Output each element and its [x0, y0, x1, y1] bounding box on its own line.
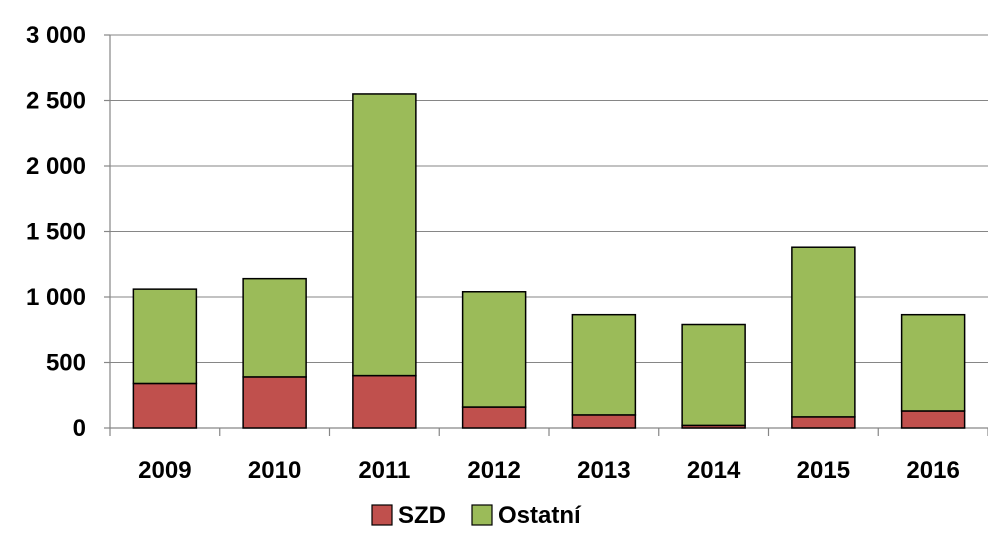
bar-ostatn--2013 [571, 313, 637, 416]
x-tick-label: 2010 [248, 457, 301, 484]
x-tick-label: 2011 [358, 457, 410, 484]
legend-label: SZD [398, 502, 446, 529]
bars [132, 93, 966, 429]
x-tick-label: 2014 [687, 457, 741, 484]
gridlines [110, 34, 988, 363]
bar-szd-2015 [791, 416, 856, 429]
y-tick-label: 2 000 [26, 153, 86, 180]
legend-swatch-szd [371, 504, 393, 526]
bar-szd-2013 [571, 414, 637, 429]
y-tick-label: 500 [46, 350, 86, 377]
x-tick-label: 2009 [138, 457, 191, 484]
bar-ostatn--2011 [352, 93, 417, 377]
bar-szd-2016 [900, 410, 966, 429]
y-tick-label: 3 000 [26, 22, 86, 49]
bar-szd-2011 [352, 374, 417, 429]
bar-ostatn--2009 [132, 288, 198, 385]
y-tick-labels: 0 500 1 000 1 500 2 000 2 500 3 000 [26, 22, 86, 442]
bar-ostatn--2012 [461, 291, 527, 408]
x-tick-label: 2016 [906, 457, 959, 484]
y-tick-label: 2 500 [26, 88, 86, 115]
y-tick-label: 1 000 [26, 284, 86, 311]
bar-ostatn--2016 [900, 313, 966, 412]
bar-szd-2010 [242, 376, 307, 429]
bar-szd-2009 [132, 382, 198, 429]
bar-ostatn--2010 [242, 277, 307, 378]
bar-ostatn--2014 [681, 323, 746, 427]
y-tick-label: 1 500 [26, 219, 86, 246]
x-tick-label: 2015 [797, 457, 850, 484]
y-tick-label: 0 [73, 415, 86, 442]
legend-label: Ostatní [498, 502, 582, 529]
x-tick-label: 2012 [467, 457, 520, 484]
legend: SZD Ostatní [371, 502, 582, 529]
legend-swatch-ostatn- [471, 504, 493, 526]
bar-szd-2012 [461, 406, 527, 429]
x-tick-labels: 2009 2010 2011 2012 2013 2014 2015 2016 [138, 457, 960, 484]
bar-ostatn--2015 [791, 246, 856, 418]
x-tick-label: 2013 [577, 457, 630, 484]
